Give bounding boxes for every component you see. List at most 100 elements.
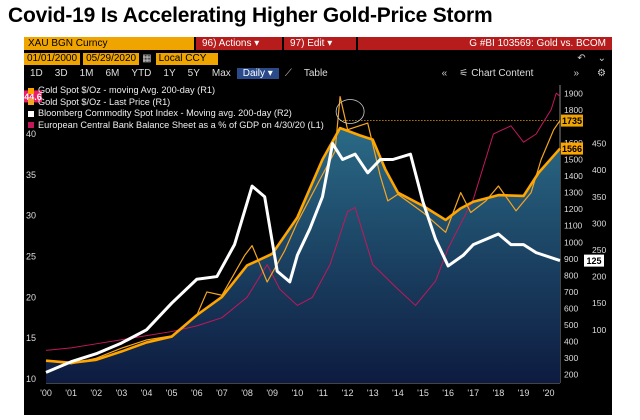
chart-content-button[interactable]: Chart Content [471, 68, 534, 79]
gold-ma-value-label: 1566 [562, 144, 582, 154]
gold-last-value-label-bg [561, 114, 583, 127]
x-tick-label: '09 [266, 388, 278, 398]
period-max[interactable]: Max [211, 68, 231, 79]
right-gold-tick-label: 300 [564, 353, 578, 363]
chart-legend: Gold Spot $/Oz - moving Avg. 200-day (R1… [28, 85, 324, 131]
x-tick-label: '08 [241, 388, 253, 398]
period-3d[interactable]: 3D [54, 68, 68, 79]
period-1y[interactable]: 1Y [163, 68, 176, 79]
left-tick-label: 40 [26, 129, 36, 139]
toolbar-row-2: 01/01/2000 05/29/2020 ▦ Local CCY ↶ ⌄ [24, 52, 612, 65]
left-tick-label: 25 [26, 251, 36, 261]
period-ytd[interactable]: YTD [131, 68, 152, 79]
start-date-field[interactable]: 01/01/2000 [24, 52, 81, 65]
security-field[interactable]: XAU BGN Curncy [24, 37, 194, 50]
right-gold-tick-label: 1500 [564, 155, 583, 165]
left-tick-label: 30 [26, 211, 36, 221]
right-bcom-tick-label: 200 [592, 272, 606, 282]
x-tick-label: '18 [493, 388, 505, 398]
x-tick-label: '12 [342, 388, 354, 398]
right-gold-tick-label: 400 [564, 337, 578, 347]
series-gold-ma-line [45, 126, 561, 365]
bcom-value-label-bg [584, 254, 604, 267]
legend-item-bcom: Bloomberg Commodity Spot Index - Moving … [28, 108, 324, 120]
chart-plot: '00 '01 '02 '03 '04 '05 '06 '07 '08 '09 '10 '11 '12 '… [24, 85, 606, 398]
right-bcom-tick-label: 450 [592, 139, 606, 149]
x-tick-label: '17 [467, 388, 479, 398]
right-gold-tick-label: 1400 [564, 171, 583, 181]
right-gold-tick-label: 200 [564, 370, 578, 380]
period-5y[interactable]: 5Y [187, 68, 200, 79]
x-tick-label: '15 [417, 388, 429, 398]
end-date-field[interactable]: 05/29/2020 [83, 52, 140, 65]
left-tick-label: 10 [26, 374, 36, 384]
period-1m[interactable]: 1M [79, 68, 94, 79]
ecb-value-label: 44.6 [24, 92, 42, 102]
actions-menu-button[interactable]: 96) Actions ▾ [196, 37, 282, 50]
x-tick-label: '00 [40, 388, 52, 398]
bcom-value-label: 125 [586, 256, 601, 266]
legend-swatch [28, 122, 34, 129]
x-tick-label: '13 [367, 388, 379, 398]
frequency-select[interactable]: Daily ▾ [236, 68, 279, 79]
legend-item-gold-last: Gold Spot $/Oz - Last Price (R1) [28, 97, 324, 109]
x-tick-label: '14 [392, 388, 404, 398]
right-gold-tick-label: 1900 [564, 88, 583, 98]
toolbar-row-1: XAU BGN Curncy 96) Actions ▾ 97) Edit ▾ … [24, 37, 612, 50]
dropdown-arrow-icon: ▾ [327, 38, 333, 49]
right-gold-tick-label: 800 [564, 270, 578, 280]
x-tick-label: '01 [65, 388, 77, 398]
right-gold-tick-label: 1100 [564, 221, 583, 231]
legend-swatch [28, 99, 34, 106]
chevron-down-icon[interactable]: ⌄ [597, 53, 606, 64]
edit-menu-button[interactable]: 97) Edit ▾ [284, 37, 356, 50]
x-tick-label: '16 [442, 388, 454, 398]
right-gold-tick-label: 700 [564, 287, 578, 297]
x-tick-label: '02 [90, 388, 102, 398]
gold-ma-value-label-bg [561, 142, 583, 155]
x-tick-label: '10 [291, 388, 303, 398]
period-1d[interactable]: 1D [30, 68, 43, 79]
right-gold-tick-label: 1200 [564, 204, 583, 214]
period-6m[interactable]: 6M [105, 68, 120, 79]
series-ecb-line [45, 92, 561, 351]
right-bcom-tick-label: 350 [592, 192, 606, 202]
peak-highlight-circle [335, 99, 365, 124]
right-gold-tick-label: 900 [564, 254, 578, 264]
gold-area [46, 128, 560, 383]
settings-icon[interactable]: ⚙ [597, 68, 606, 79]
calendar-icon[interactable]: ▦ [142, 53, 152, 64]
right-bcom-tick-label: 300 [592, 218, 606, 228]
legend-swatch [28, 110, 34, 117]
x-tick-label: '06 [191, 388, 203, 398]
x-tick-label: '03 [116, 388, 128, 398]
left-tick-label: 15 [26, 333, 36, 343]
x-tick-label: '11 [317, 388, 328, 398]
right-bcom-tick-label: 400 [592, 165, 606, 175]
collapse-right-icon[interactable]: » [573, 68, 580, 79]
collapse-left-icon[interactable]: « [441, 68, 448, 79]
right-bcom-tick-label: 250 [592, 245, 606, 255]
currency-select[interactable]: Local CCY [155, 52, 218, 65]
legend-item-ecb: European Central Bank Balance Sheet as a… [28, 120, 324, 132]
table-button[interactable]: Table [303, 68, 328, 79]
line-chart-icon[interactable]: ⟋ [284, 68, 292, 79]
toolbar-row-3: 1D 3D 1M 6M YTD 1Y 5Y Max Daily ▾ ⟋ Tabl… [24, 67, 612, 80]
chart-id-label: G #BI 103569: Gold vs. BCOM [358, 37, 612, 50]
x-tick-label: '07 [216, 388, 228, 398]
dropdown-arrow-icon: ▾ [254, 38, 260, 49]
x-tick-label: '20 [543, 388, 555, 398]
undo-icon[interactable]: ↶ [577, 53, 586, 64]
left-tick-label: 20 [26, 292, 36, 302]
x-tick-label: '19 [518, 388, 530, 398]
right-gold-tick-label: 1300 [564, 188, 583, 198]
page-title: Covid-19 Is Accelerating Higher Gold-Pri… [8, 4, 493, 27]
right-gold-tick-label: 1000 [564, 237, 583, 247]
right-gold-tick-label: 600 [564, 304, 578, 314]
right-gold-tick-label: 1800 [564, 105, 583, 115]
legend-swatch [28, 87, 34, 94]
chart-content-icon[interactable]: ⚟ [459, 68, 469, 79]
right-gold-tick-label: 500 [564, 320, 578, 330]
x-tick-label: '05 [166, 388, 178, 398]
left-tick-label: 35 [26, 170, 36, 180]
